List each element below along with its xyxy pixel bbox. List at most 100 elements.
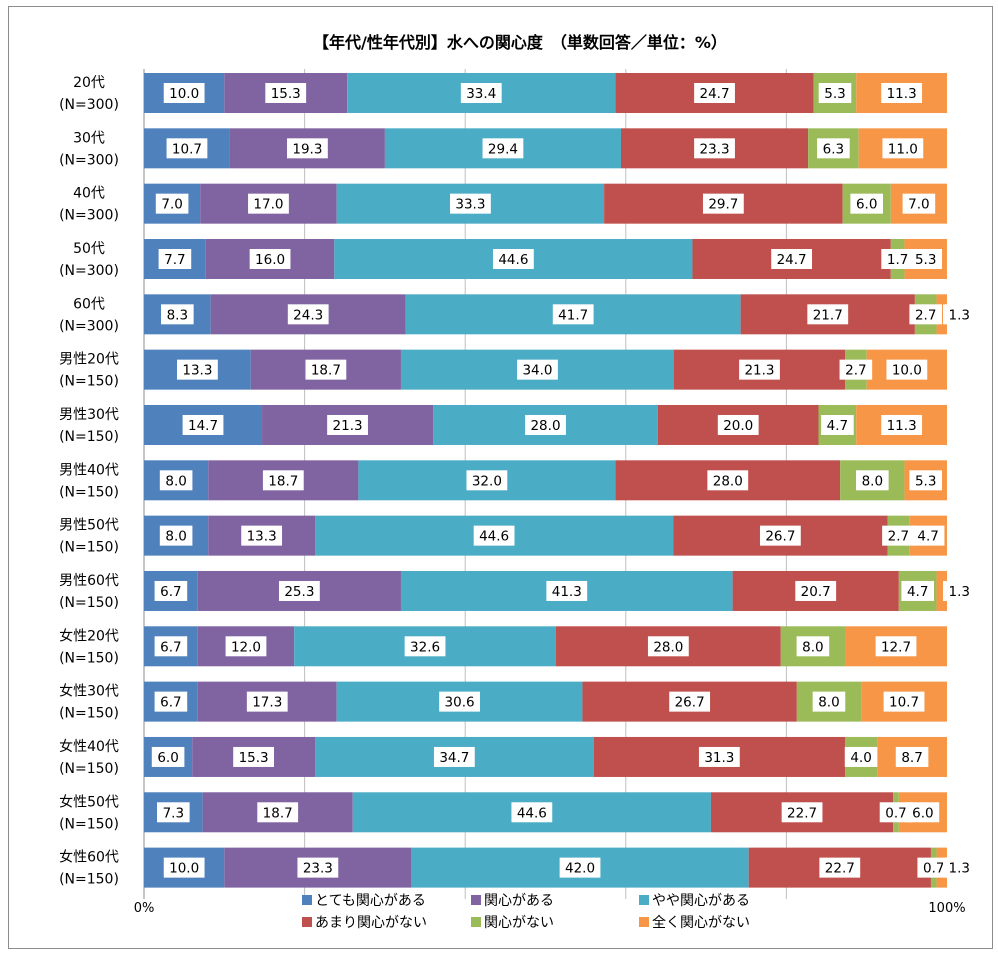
data-label: 41.7 xyxy=(558,307,588,323)
data-label-box xyxy=(909,304,943,325)
data-label-box xyxy=(278,580,320,601)
legend-label: あまり関心がない xyxy=(315,915,427,931)
data-label: 32.6 xyxy=(410,639,440,655)
data-label-box xyxy=(879,802,913,823)
category-sublabel: (N=300) xyxy=(59,152,119,168)
data-label-box xyxy=(882,138,924,159)
category-sublabel: (N=150) xyxy=(59,540,119,556)
data-label-box xyxy=(795,580,837,601)
data-label: 15.3 xyxy=(271,86,301,102)
data-label-box xyxy=(482,138,524,159)
data-label: 29.4 xyxy=(488,141,518,157)
data-label: 30.6 xyxy=(445,695,475,711)
stacked-bar-chart: 【年代/性年代別】水への関心度 （単数回答／単位：%） 10.0 15.3 33.4… xyxy=(59,33,976,931)
data-label: 8.0 xyxy=(165,529,186,545)
data-label: 6.0 xyxy=(912,805,933,821)
data-label-box xyxy=(517,359,558,380)
data-label-box xyxy=(694,83,735,103)
data-label: 18.7 xyxy=(268,473,298,489)
category-label: 女性30代 xyxy=(59,683,119,700)
category-sublabel: (N=300) xyxy=(59,208,119,224)
data-label-box xyxy=(839,359,873,380)
data-label: 6.0 xyxy=(157,750,178,766)
category-sublabel: (N=300) xyxy=(59,97,119,113)
data-label: 13.3 xyxy=(247,529,277,545)
data-label: 42.0 xyxy=(565,861,595,877)
data-label-box xyxy=(154,636,188,657)
data-label: 20.0 xyxy=(723,418,753,434)
category-label: 男性20代 xyxy=(59,352,119,368)
category-sublabel: (N=300) xyxy=(59,263,119,279)
data-label: 4.7 xyxy=(907,584,928,600)
data-label: 2.7 xyxy=(888,529,909,545)
data-label: 21.3 xyxy=(333,418,363,434)
data-label-box xyxy=(771,248,813,269)
data-label: 7.3 xyxy=(163,805,184,821)
data-label-box xyxy=(158,248,192,269)
data-label-box xyxy=(433,746,475,767)
data-label: 28.0 xyxy=(530,418,560,434)
data-label: 5.3 xyxy=(915,473,936,489)
data-label: 1.3 xyxy=(949,307,970,323)
chart-frame: 【年代/性年代別】水への関心度 （単数回答／単位：%） 10.0 15.3 33.4… xyxy=(8,6,993,949)
data-label-box xyxy=(943,304,976,325)
data-label: 6.3 xyxy=(823,141,844,157)
data-label-box xyxy=(717,414,759,435)
data-label-box xyxy=(739,359,780,380)
chart-title: 【年代/性年代別】水への関心度 （単数回答／単位：%） xyxy=(313,33,727,52)
data-label: 12.7 xyxy=(881,639,911,655)
data-label-box xyxy=(176,359,218,380)
data-label-box xyxy=(182,414,224,435)
data-label: 25.3 xyxy=(284,584,314,600)
data-label-box xyxy=(669,691,711,712)
data-label: 16.0 xyxy=(255,252,285,268)
data-label-box xyxy=(159,470,193,491)
data-label-box xyxy=(943,580,976,601)
data-label: 4.0 xyxy=(850,750,871,766)
data-label-box xyxy=(559,857,601,878)
data-label-box xyxy=(249,248,291,269)
data-label: 24.7 xyxy=(777,252,807,268)
data-label-box xyxy=(265,83,307,103)
data-label-box xyxy=(473,525,515,546)
data-label-box xyxy=(492,248,534,269)
data-label-box xyxy=(698,746,740,767)
data-label: 5.3 xyxy=(824,86,845,102)
data-label: 20.7 xyxy=(801,584,831,600)
data-label-box xyxy=(154,580,188,601)
category-label: 女性40代 xyxy=(59,738,119,755)
category-label: 30代 xyxy=(73,130,105,146)
data-label: 4.7 xyxy=(917,529,938,545)
legend-swatch xyxy=(302,895,312,905)
legend-swatch xyxy=(471,917,481,927)
data-label: 7.0 xyxy=(908,197,929,213)
data-label: 23.3 xyxy=(700,141,730,157)
data-label: 8.0 xyxy=(862,473,883,489)
data-label: 44.6 xyxy=(498,252,528,268)
data-label-box xyxy=(875,636,917,657)
category-label: 男性40代 xyxy=(59,462,119,478)
category-sublabel: (N=150) xyxy=(59,650,119,666)
data-label: 32.0 xyxy=(472,473,502,489)
category-label: 40代 xyxy=(73,186,105,202)
data-label-box xyxy=(759,525,801,546)
data-label-box xyxy=(882,525,915,546)
data-label-box xyxy=(297,857,339,878)
data-label: 26.7 xyxy=(675,695,705,711)
data-label: 5.3 xyxy=(915,252,936,268)
data-label: 44.6 xyxy=(517,805,547,821)
category-sublabel: (N=150) xyxy=(59,872,119,888)
data-label-box xyxy=(911,525,945,546)
data-label: 8.7 xyxy=(901,750,922,766)
category-label: 女性20代 xyxy=(59,627,119,644)
legend-label: やや関心がある xyxy=(652,893,750,909)
data-label: 28.0 xyxy=(713,473,743,489)
data-label: 34.0 xyxy=(522,363,552,379)
data-label-box xyxy=(781,802,823,823)
data-label-box xyxy=(821,414,854,435)
data-label: 11.3 xyxy=(887,418,917,434)
data-label: 22.7 xyxy=(787,805,817,821)
data-labels-group: 10.0 15.3 33.4 24.7 5.3 11.3 10.7 19.3 29.4 23.3 6… xyxy=(151,83,976,878)
category-sublabel: (N=150) xyxy=(59,429,119,445)
category-label: 60代 xyxy=(73,296,105,312)
